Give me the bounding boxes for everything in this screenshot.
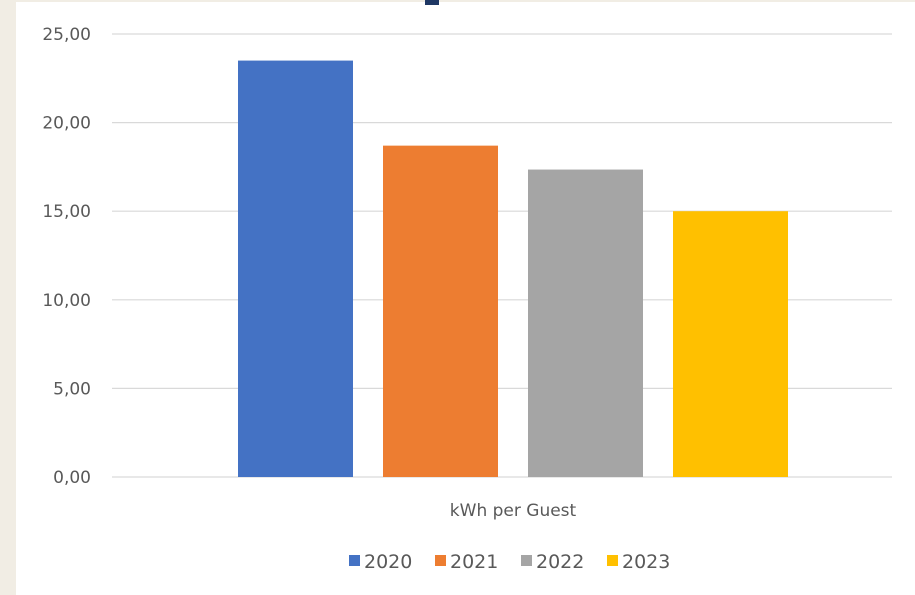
x-axis-categories: kWh per Guest bbox=[450, 501, 577, 521]
y-tick-label: 10,00 bbox=[42, 291, 91, 311]
legend-label-2023: 2023 bbox=[622, 551, 670, 573]
legend-label-2020: 2020 bbox=[364, 551, 412, 573]
y-tick-label: 5,00 bbox=[53, 379, 91, 399]
title-fragment bbox=[425, 0, 439, 5]
bar-2023 bbox=[673, 211, 788, 477]
y-tick-label: 20,00 bbox=[42, 114, 91, 134]
bars bbox=[238, 60, 788, 478]
legend-swatch-2021 bbox=[435, 555, 446, 566]
y-tick-label: 15,00 bbox=[42, 202, 91, 222]
legend: 2020 2021 2022 2023 bbox=[349, 551, 670, 573]
bar-2020 bbox=[238, 60, 353, 477]
legend-label-2021: 2021 bbox=[450, 551, 498, 573]
legend-swatch-2020 bbox=[349, 555, 360, 566]
legend-label-2022: 2022 bbox=[536, 551, 584, 573]
y-axis-ticks: 0,00 5,00 10,00 15,00 20,00 25,00 bbox=[42, 25, 91, 488]
legend-swatch-2022 bbox=[521, 555, 532, 566]
category-label: kWh per Guest bbox=[450, 501, 577, 521]
legend-swatch-2023 bbox=[607, 555, 618, 566]
y-tick-label: 0,00 bbox=[53, 468, 91, 488]
bar-2021 bbox=[383, 145, 498, 478]
y-tick-label: 25,00 bbox=[42, 25, 91, 45]
bar-2022 bbox=[528, 169, 643, 478]
